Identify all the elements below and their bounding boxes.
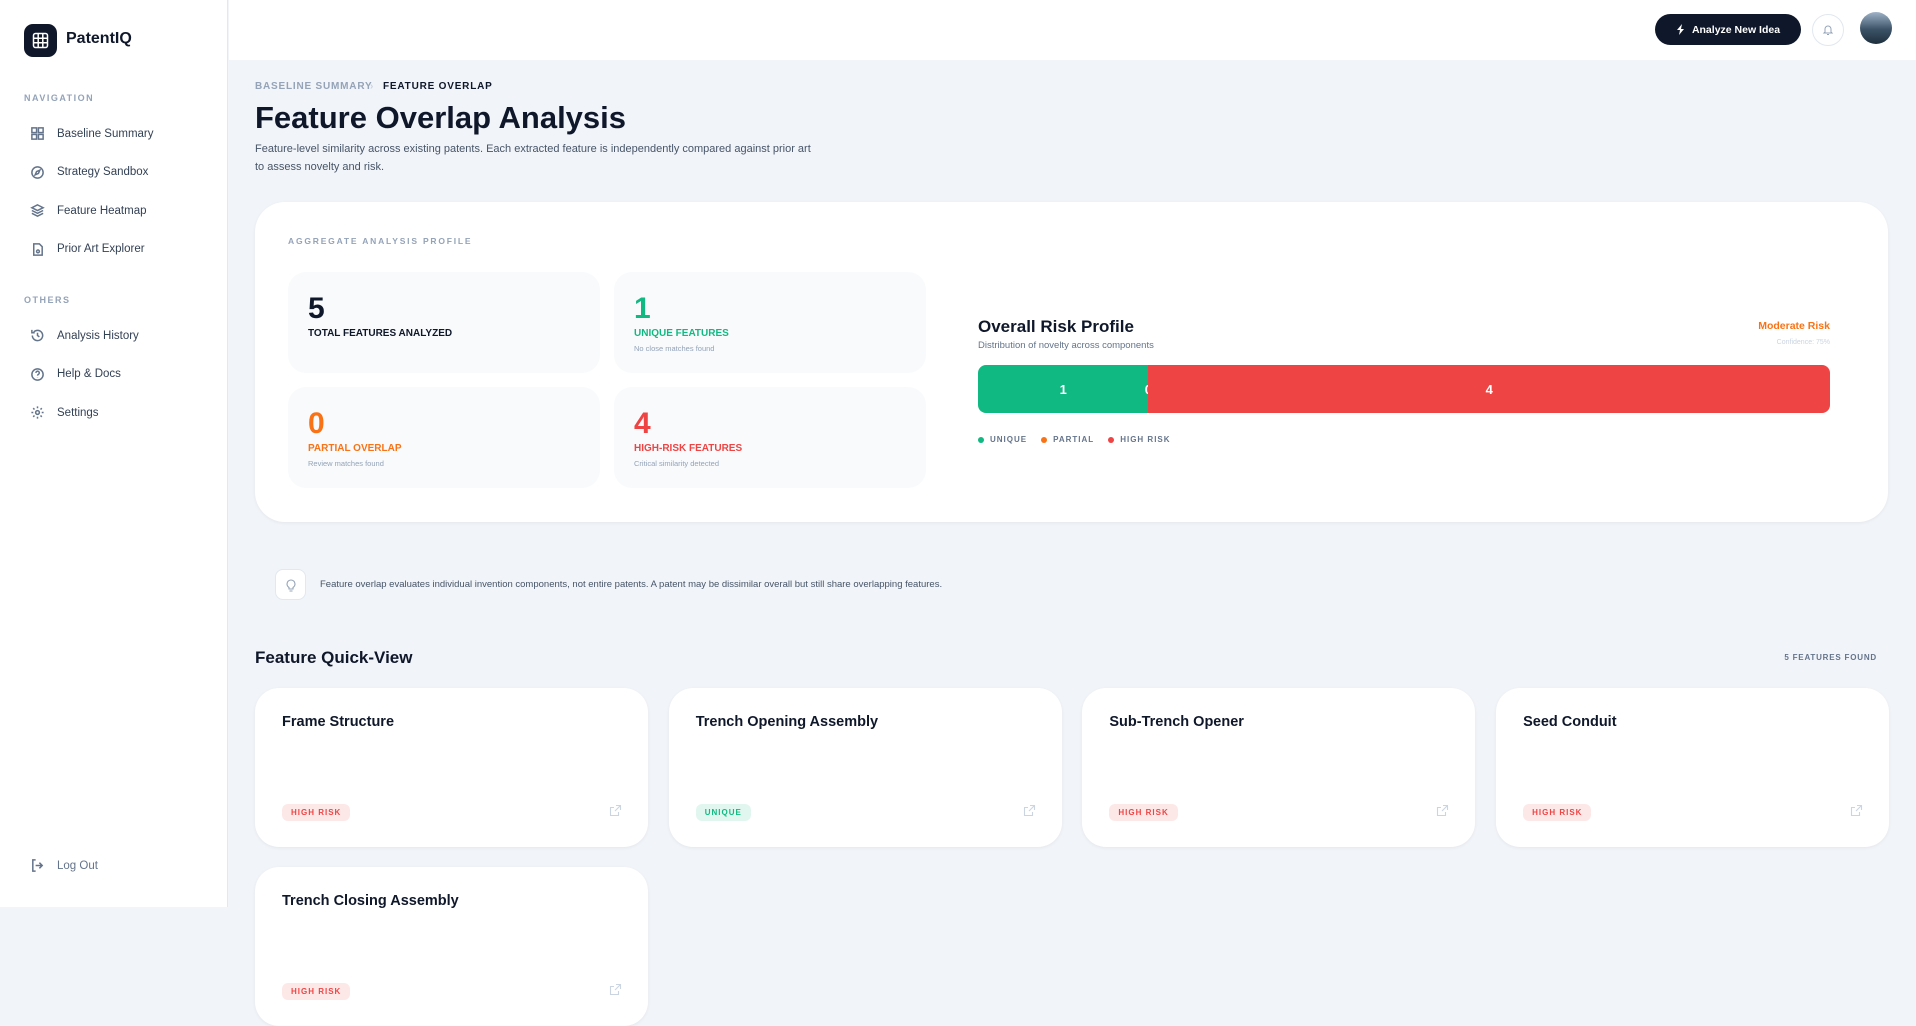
page: Feature Overlap Analysis *{box-sizing:bo…	[0, 0, 1916, 907]
feature-status: UNIQUE	[696, 804, 751, 821]
stat-value: 5	[308, 292, 325, 326]
feature-name: Frame Structure	[282, 714, 394, 730]
nav-item[interactable]: Analysis History	[30, 328, 139, 343]
open-icon[interactable]	[1850, 804, 1863, 817]
legend-label: UNIQUE	[990, 435, 1027, 444]
open-icon[interactable]	[1023, 804, 1036, 817]
stat-value: 1	[634, 292, 651, 326]
risk-segment: 4	[1148, 365, 1830, 413]
breadcrumb-item[interactable]: BASELINE SUMMARY	[255, 81, 372, 92]
nav-item-label: Analysis History	[57, 330, 139, 342]
feature-card[interactable]: Trench Closing AssemblyHIGH RISK	[255, 867, 648, 1026]
profile-label: AGGREGATE ANALYSIS PROFILE	[288, 236, 472, 246]
logout[interactable]: Log Out	[30, 858, 98, 873]
feature-card[interactable]: Sub-Trench Opener HIGH RISK	[1082, 688, 1475, 847]
stat-note: No close matches found	[634, 344, 714, 353]
quickview-title: Feature Quick-View	[255, 648, 412, 668]
nav-item[interactable]: Feature Heatmap	[30, 203, 147, 218]
brand: PatentIQ	[66, 30, 132, 48]
feature-name: Sub-Trench Opener	[1109, 714, 1244, 730]
stat-card: 1 UNIQUE FEATURES No close matches found	[614, 272, 926, 373]
risk-segment-label: 4	[1486, 382, 1493, 397]
feature-status: HIGH RISK	[282, 804, 350, 821]
nav-section-title: OTHERS	[24, 295, 71, 305]
button-label: Analyze New Idea	[1692, 24, 1780, 36]
stat-value: 4	[634, 407, 651, 441]
logout-label: Log Out	[57, 860, 98, 872]
nav-item-label: Help & Docs	[57, 368, 121, 380]
legend-swatch	[1041, 437, 1047, 443]
stat-note: Critical similarity detected	[634, 459, 719, 468]
risk-segment: 1	[978, 365, 1148, 413]
feature-card[interactable]: Seed Conduit HIGH RISK	[1496, 688, 1889, 847]
feature-status: HIGH RISK	[1523, 804, 1591, 821]
analyze-button[interactable]: Analyze New Idea	[1655, 14, 1801, 45]
breadcrumb-separator: ›	[370, 81, 374, 92]
nav-item[interactable]: Help & Docs	[30, 367, 121, 382]
sidebar: PatentIQ NAVIGATION Baseline Summary Strat…	[0, 0, 228, 907]
tip-text: Feature overlap evaluates individual inv…	[320, 579, 942, 590]
legend-label: HIGH RISK	[1120, 435, 1170, 444]
nav-item-label: Feature Heatmap	[57, 205, 147, 217]
stat-label: UNIQUE FEATURES	[634, 328, 729, 339]
open-icon[interactable]	[609, 804, 622, 817]
risk-level: Moderate Risk	[1758, 320, 1830, 332]
nav-item[interactable]: Baseline Summary	[30, 126, 154, 141]
risk-legend: UNIQUE PARTIAL HIGH RISK	[978, 435, 1171, 444]
risk-subtitle: Distribution of novelty across component…	[978, 340, 1154, 351]
legend-swatch	[978, 437, 984, 443]
tip-icon	[275, 569, 306, 600]
stat-label: HIGH-RISK FEATURES	[634, 443, 742, 454]
stat-card: 0 PARTIAL OVERLAP Review matches found	[288, 387, 600, 488]
body: {"sidebar":{"brand":"PatentIQ","sections…	[0, 0, 1916, 907]
nav-item-label: Settings	[57, 407, 99, 419]
stat-value: 0	[308, 407, 325, 441]
breadcrumb-current: FEATURE OVERLAP	[383, 81, 493, 92]
page-title: Feature Overlap Analysis	[255, 100, 626, 136]
legend-item: PARTIAL	[1041, 435, 1094, 444]
nav-item[interactable]: Strategy Sandbox	[30, 165, 148, 180]
feature-name: Seed Conduit	[1523, 714, 1616, 730]
stat-note: Review matches found	[308, 459, 384, 468]
avatar[interactable]	[1860, 12, 1892, 44]
page-description: Feature-level similarity across existing…	[255, 140, 815, 176]
feature-status: HIGH RISK	[1109, 804, 1177, 821]
stat-label: TOTAL FEATURES ANALYZED	[308, 328, 452, 339]
legend-label: PARTIAL	[1053, 435, 1094, 444]
logo	[24, 24, 57, 57]
stat-label: PARTIAL OVERLAP	[308, 443, 402, 454]
open-icon[interactable]	[609, 983, 622, 996]
quickview-count: 5 FEATURES FOUND	[1784, 653, 1877, 662]
notifications[interactable]	[1812, 14, 1844, 46]
nav-item-label: Strategy Sandbox	[57, 166, 148, 178]
feature-card[interactable]: Trench Opening Assembly UNIQUE	[669, 688, 1062, 847]
nav-item[interactable]: Settings	[30, 405, 99, 420]
stat-card: 5 TOTAL FEATURES ANALYZED	[288, 272, 600, 373]
legend-item: HIGH RISK	[1108, 435, 1170, 444]
risk-confidence: Confidence: 75%	[1777, 339, 1830, 346]
nav-item[interactable]: Prior Art Explorer	[30, 242, 145, 257]
feature-name: Trench Opening Assembly	[696, 714, 878, 730]
nav-item-label: Baseline Summary	[57, 128, 154, 140]
legend-item: UNIQUE	[978, 435, 1027, 444]
nav-item-label: Prior Art Explorer	[57, 243, 145, 255]
risk-segment-label: 1	[1060, 382, 1067, 397]
legend-swatch	[1108, 437, 1114, 443]
stat-card: 4 HIGH-RISK FEATURES Critical similarity d…	[614, 387, 926, 488]
feature-card[interactable]: Frame Structure HIGH RISK	[255, 688, 648, 847]
feature-status: HIGH RISK	[282, 983, 350, 1000]
open-icon[interactable]	[1436, 804, 1449, 817]
risk-bar: 104	[978, 365, 1830, 413]
risk-title: Overall Risk Profile	[978, 317, 1134, 337]
nav-section-title: NAVIGATION	[24, 93, 94, 103]
